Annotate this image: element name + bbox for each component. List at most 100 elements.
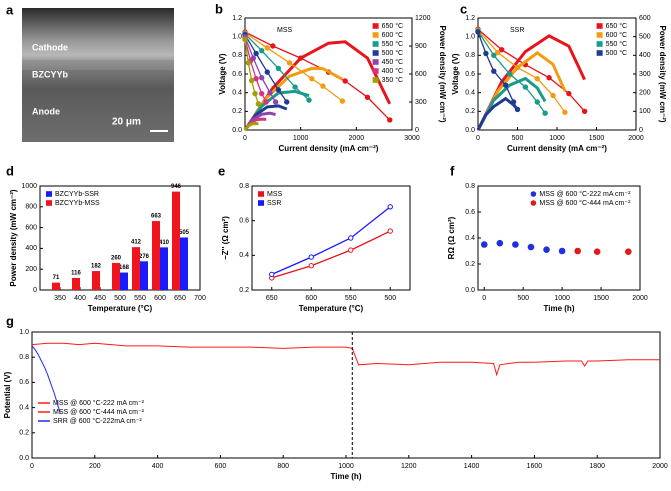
power-line xyxy=(243,111,276,131)
legend-swatch xyxy=(596,32,603,38)
legend-swatch xyxy=(372,68,379,74)
legend-label: 600 °C xyxy=(606,31,627,39)
bar xyxy=(72,277,80,290)
power-line xyxy=(476,96,519,131)
panel-label: b xyxy=(215,1,223,16)
data-point xyxy=(263,99,269,105)
data-point xyxy=(342,78,348,84)
data-point xyxy=(364,94,371,101)
x-tick-label: 1200 xyxy=(401,463,417,470)
y-axis-title: Voltage (V) xyxy=(451,53,460,95)
y-tick-label: 1.2 xyxy=(465,15,475,22)
data-point xyxy=(275,87,282,93)
legend-label: 450 °C xyxy=(382,58,403,66)
plot-frame xyxy=(251,185,411,291)
y-tick-label: 400 xyxy=(25,245,37,252)
y-tick-label: 0.4 xyxy=(232,90,242,97)
y-axis-title: Power density (mW cm⁻²) xyxy=(9,189,18,286)
legend-label: BZCYYb-SSR xyxy=(55,191,99,198)
x-tick-label: 1800 xyxy=(589,463,605,470)
data-point xyxy=(387,204,393,210)
panel-b: b 0 1000 2000 3000 0.0 0.2 0.4 0.6 0.8 1.0 1.2 0 300 6… xyxy=(215,1,447,153)
y-tick-label: 0.6 xyxy=(239,218,249,225)
y-tick-label: 0.4 xyxy=(19,404,29,411)
y-tick-label: 0 xyxy=(33,287,37,294)
x-tick-label: 500 xyxy=(517,295,529,302)
data-point xyxy=(308,254,314,260)
data-point xyxy=(387,228,393,234)
data-point xyxy=(264,45,270,51)
x-tick-label: 0 xyxy=(476,135,480,142)
y2-tick-label: 900 xyxy=(415,43,427,50)
x-tick-label: 600 xyxy=(215,463,227,470)
x-axis-title: Temperature (°C) xyxy=(299,304,364,313)
plot-frame xyxy=(31,331,661,459)
data-point xyxy=(348,235,354,241)
y2-tick-label: 1200 xyxy=(415,15,431,22)
bar xyxy=(152,221,160,290)
electrolyte-layer xyxy=(22,60,174,70)
y2-tick-label: 0 xyxy=(639,127,643,134)
legend-swatch xyxy=(372,50,379,56)
value-label: 505 xyxy=(179,230,190,236)
data-point xyxy=(534,99,540,105)
legend-label: BZCYYb-MSS xyxy=(55,200,100,207)
data-line xyxy=(477,29,566,113)
annotation: MSS xyxy=(277,27,293,34)
data-line xyxy=(31,342,353,349)
data-point xyxy=(543,246,550,253)
y-tick-label: 0.0 xyxy=(19,455,29,462)
x-tick-label: 1600 xyxy=(527,463,543,470)
data-point xyxy=(309,75,315,82)
image-label: Cathode xyxy=(32,42,68,52)
data-point xyxy=(255,101,262,107)
y2-tick-label: 100 xyxy=(639,108,651,115)
panel-g: g 0 200 400 600 800 1000 1200 1400 1600 1800 2000 0.… xyxy=(3,313,668,481)
y2-tick-label: 600 xyxy=(639,15,651,22)
legend-label: MSS xyxy=(267,191,283,198)
legend-label: 650 °C xyxy=(606,22,627,30)
data-point xyxy=(593,248,601,255)
data-point xyxy=(496,239,504,247)
y-tick-label: 0.4 xyxy=(465,90,475,97)
x-tick-label: 500 xyxy=(512,135,524,142)
x-tick-label: 1500 xyxy=(593,295,609,302)
power-line xyxy=(243,121,259,131)
panel-a: a Cathode BZCYYb Anode 20 μm xyxy=(6,2,174,142)
data-point xyxy=(491,68,497,74)
x-tick-label: 650 xyxy=(174,295,186,302)
annotation: SSR xyxy=(510,27,524,34)
x-tick-label: 600 xyxy=(305,295,317,302)
x-tick-label: 500 xyxy=(384,295,396,302)
data-point xyxy=(512,241,519,248)
panel-f: f 0 500 1000 1500 2000 0.0 0.2 0.4 0.6 0.8 Time (h)… xyxy=(447,163,648,313)
x-axis-title: Current density (mA cm⁻²) xyxy=(279,144,379,153)
data-point xyxy=(259,75,265,81)
y-tick-label: 1.0 xyxy=(232,34,242,41)
data-point xyxy=(320,83,326,89)
scale-label: 20 μm xyxy=(112,117,141,128)
legend-swatch xyxy=(46,191,52,197)
x-tick-label: 1000 xyxy=(554,295,570,302)
y-tick-label: 0.2 xyxy=(19,430,29,437)
legend-swatch xyxy=(596,41,603,47)
value-label: 168 xyxy=(119,265,130,271)
x-tick-label: 2000 xyxy=(628,135,644,142)
data-line xyxy=(351,348,660,377)
data-point xyxy=(542,110,548,116)
bar xyxy=(160,247,168,290)
y-tick-label: 800 xyxy=(25,204,37,211)
data-point xyxy=(306,97,312,103)
y-tick-label: 200 xyxy=(25,266,37,273)
legend-swatch xyxy=(372,32,379,38)
value-label: 260 xyxy=(111,256,122,262)
data-point xyxy=(253,50,259,57)
data-point xyxy=(270,43,276,49)
legend-label: SRR @ 600 °C-222mA cm⁻² xyxy=(53,417,142,425)
legend-swatch xyxy=(596,50,603,56)
x-tick-label: 1000 xyxy=(338,463,354,470)
y2-tick-label: 300 xyxy=(639,71,651,78)
y-tick-label: 600 xyxy=(25,224,37,231)
y-tick-label: 1.2 xyxy=(232,15,242,22)
